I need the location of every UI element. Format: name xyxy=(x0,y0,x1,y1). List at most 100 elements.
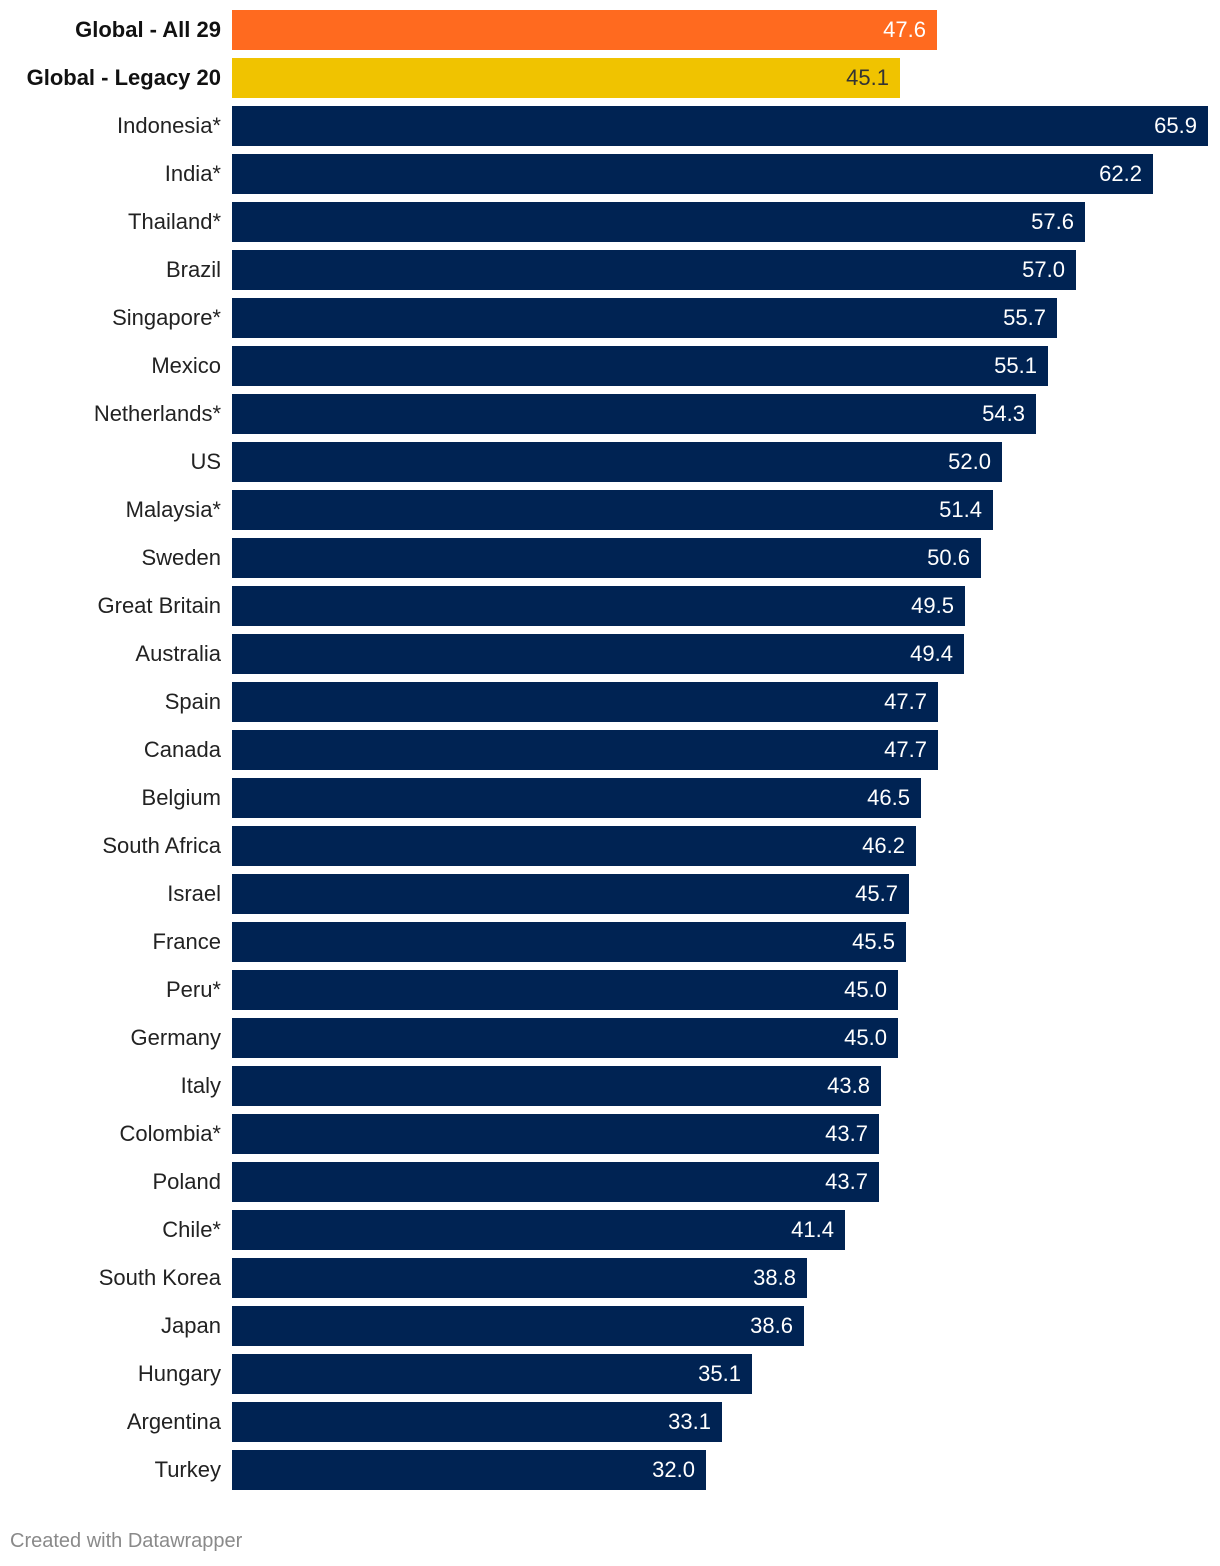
bar-row: Netherlands* 54.3 xyxy=(0,394,1220,434)
value-label: 45.1 xyxy=(846,65,889,90)
bar-country xyxy=(232,586,965,626)
bar-country xyxy=(232,1066,881,1106)
bar-country xyxy=(232,634,964,674)
category-label: India* xyxy=(164,161,221,186)
bar-country xyxy=(232,922,906,962)
value-label: 43.7 xyxy=(825,1121,868,1146)
category-label: Great Britain xyxy=(97,593,222,618)
bar-row: Hungary 35.1 xyxy=(0,1354,1220,1394)
category-label: Poland xyxy=(152,1169,221,1194)
bar-country xyxy=(232,730,938,770)
bar-row: Poland 43.7 xyxy=(0,1162,1220,1202)
value-label: 32.0 xyxy=(652,1457,695,1482)
category-label: Italy xyxy=(180,1073,221,1098)
bar-country xyxy=(232,970,898,1010)
bar-row: Canada 47.7 xyxy=(0,730,1220,770)
category-label: South Africa xyxy=(102,833,221,858)
bar-global_all xyxy=(232,10,937,50)
bar-country xyxy=(232,874,909,914)
value-label: 47.7 xyxy=(884,689,927,714)
value-label: 46.2 xyxy=(862,833,905,858)
bar-country xyxy=(232,442,1002,482)
bar-chart: Global - All 29 47.6 Global - Legacy 20 45.… xyxy=(0,10,1220,1490)
bar-global_legacy xyxy=(232,58,900,98)
category-label: Indonesia* xyxy=(117,113,221,138)
value-label: 57.0 xyxy=(1022,257,1065,282)
bar-country xyxy=(232,250,1076,290)
category-label: Thailand* xyxy=(128,209,221,234)
bar-row: Peru* 45.0 xyxy=(0,970,1220,1010)
bar-row: Global - All 29 47.6 xyxy=(0,10,1220,50)
category-label: Belgium xyxy=(141,785,221,810)
value-label: 51.4 xyxy=(939,497,982,522)
category-label: Colombia* xyxy=(119,1121,222,1146)
bar-row: Australia 49.4 xyxy=(0,634,1220,674)
bar-country xyxy=(232,682,938,722)
value-label: 62.2 xyxy=(1099,161,1142,186)
bar-country xyxy=(232,490,993,530)
bar-country xyxy=(232,1402,722,1442)
bar-country xyxy=(232,1354,752,1394)
category-label: Argentina xyxy=(126,1409,221,1434)
bar-country xyxy=(232,202,1085,242)
bar-country xyxy=(232,394,1036,434)
category-label: Turkey xyxy=(154,1457,221,1482)
bar-row: Chile* 41.4 xyxy=(0,1210,1220,1250)
category-label: Australia xyxy=(135,641,221,666)
bar-country xyxy=(232,106,1208,146)
bar-row: India* 62.2 xyxy=(0,154,1220,194)
bar-row: Israel 45.7 xyxy=(0,874,1220,914)
category-label: Hungary xyxy=(137,1361,221,1386)
category-label: Global - Legacy 20 xyxy=(26,65,221,90)
bar-row: Argentina 33.1 xyxy=(0,1402,1220,1442)
bar-row: Spain 47.7 xyxy=(0,682,1220,722)
value-label: 54.3 xyxy=(982,401,1025,426)
bar-row: Global - Legacy 20 45.1 xyxy=(0,58,1220,98)
category-label: Chile* xyxy=(162,1217,221,1242)
category-label: Singapore* xyxy=(112,305,221,330)
bar-country xyxy=(232,826,916,866)
category-label: US xyxy=(190,449,221,474)
value-label: 47.7 xyxy=(884,737,927,762)
value-label: 57.6 xyxy=(1031,209,1074,234)
value-label: 38.6 xyxy=(750,1313,793,1338)
category-label: Japan xyxy=(161,1313,221,1338)
value-label: 49.5 xyxy=(911,593,954,618)
bar-row: Italy 43.8 xyxy=(0,1066,1220,1106)
value-label: 52.0 xyxy=(948,449,991,474)
bar-row: Singapore* 55.7 xyxy=(0,298,1220,338)
bar-row: Japan 38.6 xyxy=(0,1306,1220,1346)
bar-country xyxy=(232,1210,845,1250)
bar-country xyxy=(232,1258,807,1298)
bar-row: Mexico 55.1 xyxy=(0,346,1220,386)
value-label: 45.5 xyxy=(852,929,895,954)
bar-row: Thailand* 57.6 xyxy=(0,202,1220,242)
bar-row: Turkey 32.0 xyxy=(0,1450,1220,1490)
value-label: 65.9 xyxy=(1154,113,1197,138)
bar-row: Sweden 50.6 xyxy=(0,538,1220,578)
bar-row: Malaysia* 51.4 xyxy=(0,490,1220,530)
category-label: Brazil xyxy=(165,257,221,282)
bar-row: South Africa 46.2 xyxy=(0,826,1220,866)
category-label: Netherlands* xyxy=(93,401,221,426)
category-label: Global - All 29 xyxy=(75,17,221,42)
bar-country xyxy=(232,1018,898,1058)
category-label: Israel xyxy=(167,881,221,906)
value-label: 41.4 xyxy=(791,1217,834,1242)
bar-row: Belgium 46.5 xyxy=(0,778,1220,818)
value-label: 45.7 xyxy=(855,881,898,906)
bar-country xyxy=(232,1306,804,1346)
value-label: 43.8 xyxy=(827,1073,870,1098)
value-label: 45.0 xyxy=(844,977,887,1002)
category-label: Peru* xyxy=(165,977,221,1002)
category-label: South Korea xyxy=(98,1265,221,1290)
bar-row: Germany 45.0 xyxy=(0,1018,1220,1058)
value-label: 50.6 xyxy=(927,545,970,570)
bar-country xyxy=(232,1450,706,1490)
value-label: 43.7 xyxy=(825,1169,868,1194)
value-label: 46.5 xyxy=(867,785,910,810)
value-label: 49.4 xyxy=(910,641,953,666)
category-label: Mexico xyxy=(151,353,221,378)
value-label: 45.0 xyxy=(844,1025,887,1050)
category-label: Malaysia* xyxy=(125,497,221,522)
